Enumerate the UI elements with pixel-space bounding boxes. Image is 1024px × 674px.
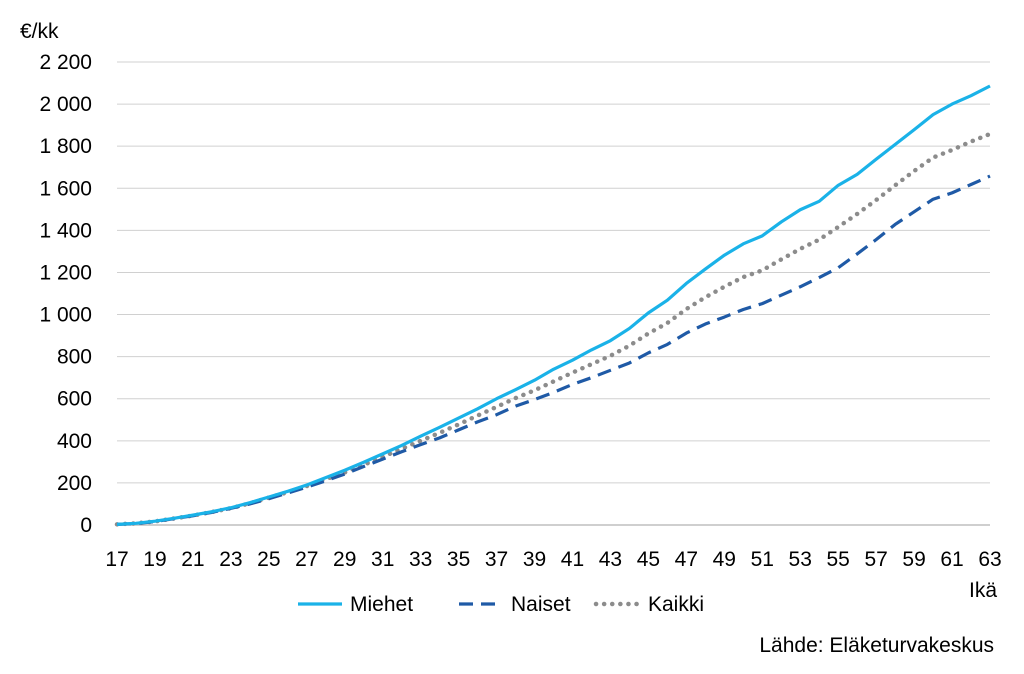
x-tick-label: 39: [523, 548, 546, 571]
legend: Miehet Naiset Kaikki: [298, 593, 704, 616]
legend-label: Naiset: [511, 593, 571, 616]
y-tick-label: 1 800: [39, 135, 92, 158]
x-tick-label: 51: [751, 548, 774, 571]
x-tick-label: 29: [333, 548, 356, 571]
x-tick-label: 43: [599, 548, 622, 571]
x-tick-label: 59: [902, 548, 925, 571]
x-tick-label: 21: [181, 548, 204, 571]
y-tick-label: 600: [57, 388, 92, 411]
x-tick-label: 17: [105, 548, 128, 571]
y-tick-label: 2 000: [39, 93, 92, 116]
series-line-kaikki: [114, 131, 993, 527]
y-tick-label: 2 200: [39, 51, 92, 74]
x-tick-label: 33: [409, 548, 432, 571]
series-line-naiset: [116, 174, 991, 526]
x-tick-label: 41: [561, 548, 584, 571]
x-tick-label: 19: [143, 548, 166, 571]
x-tick-label: 37: [485, 548, 508, 571]
x-tick-label: 31: [371, 548, 394, 571]
x-axis-label: Ikä: [969, 579, 997, 602]
y-tick-label: 0: [80, 514, 92, 537]
y-tick-label: 1 600: [39, 177, 92, 200]
y-tick-label: 400: [57, 430, 92, 453]
x-tick-label: 25: [257, 548, 280, 571]
gridlines: [117, 61, 990, 484]
y-tick-label: 800: [57, 346, 92, 369]
x-tick-label: 47: [675, 548, 698, 571]
y-tick-label: 1 200: [39, 261, 92, 284]
y-axis-ticks: 0 200 400 600 800 1 000 1 200 1 400 1 600 1 800 2 …: [39, 51, 92, 537]
legend-label: Kaikki: [648, 593, 704, 616]
y-tick-label: 1 000: [39, 304, 92, 327]
series-line-miehet: [116, 84, 991, 526]
legend-label: Miehet: [350, 593, 413, 616]
x-tick-label: 61: [940, 548, 963, 571]
source-note: Lähde: Eläketurvakeskus: [759, 634, 994, 657]
x-tick-label: 57: [864, 548, 887, 571]
x-tick-label: 45: [637, 548, 660, 571]
series-lines: [114, 84, 993, 527]
x-tick-label: 23: [219, 548, 242, 571]
x-axis-ticks: 17 19 21 23 25 27 29 31 33 35 37 39 41 43 45 47 49 51 53 55…: [105, 548, 1001, 571]
y-tick-label: 200: [57, 472, 92, 495]
y-tick-label: 1 400: [39, 219, 92, 242]
x-tick-label: 53: [789, 548, 812, 571]
x-tick-label: 27: [295, 548, 318, 571]
x-tick-label: 63: [978, 548, 1001, 571]
x-tick-label: 49: [713, 548, 736, 571]
y-axis-unit-label: €/kk: [20, 20, 59, 43]
x-tick-label: 55: [826, 548, 849, 571]
x-tick-label: 35: [447, 548, 470, 571]
